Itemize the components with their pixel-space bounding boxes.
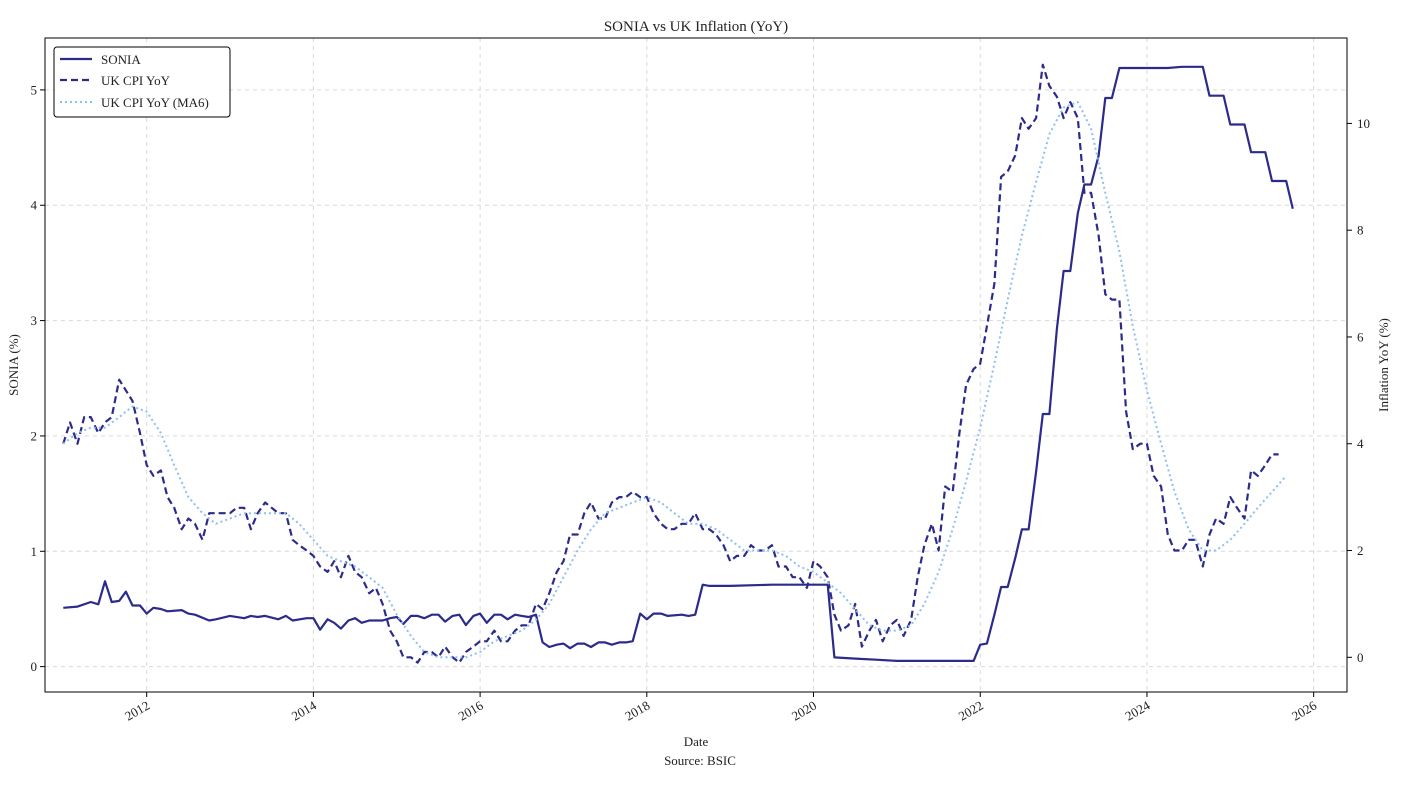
y-right-tick-label: 2 [1357,543,1364,558]
y-right-tick-label: 8 [1357,223,1364,238]
legend-label-sonia: SONIA [101,52,141,67]
source-note: Source: BSIC [664,753,736,768]
y-right-tick-label: 4 [1357,436,1364,451]
x-axis-label: Date [684,734,709,749]
legend: SONIA UK CPI YoY UK CPI YoY (MA6) [53,46,231,118]
y-left-tick-label: 2 [31,428,38,443]
grid [45,38,1347,692]
legend-box [53,46,231,118]
y-left-tick-label: 0 [31,659,38,674]
y-left-tick-label: 4 [31,198,38,213]
series-layer [62,63,1294,664]
chart-title: SONIA vs UK Inflation (YoY) [604,19,788,35]
legend-label-uk-cpi-yoy-ma6: UK CPI YoY (MA6) [101,95,209,110]
y-left-tick-label: 3 [31,313,38,328]
y-left-tick-label: 5 [31,82,38,97]
y-left-tick-label: 1 [31,544,38,559]
y-right-tick-label: 0 [1357,650,1364,665]
legend-label-uk-cpi-yoy: UK CPI YoY [101,73,171,88]
plot-frame [44,37,1348,693]
series-line-uk-cpi-yoy-ma6 [62,101,1287,659]
series-line-uk-cpi-yoy [62,63,1279,664]
y-right-tick-label: 10 [1357,116,1370,131]
y-right-tick-label: 6 [1357,329,1364,344]
y-axis-right-label: Inflation YoY (%) [1376,318,1391,412]
y-axis-left-label: SONIA (%) [6,334,21,396]
series-line-sonia [63,65,1294,663]
